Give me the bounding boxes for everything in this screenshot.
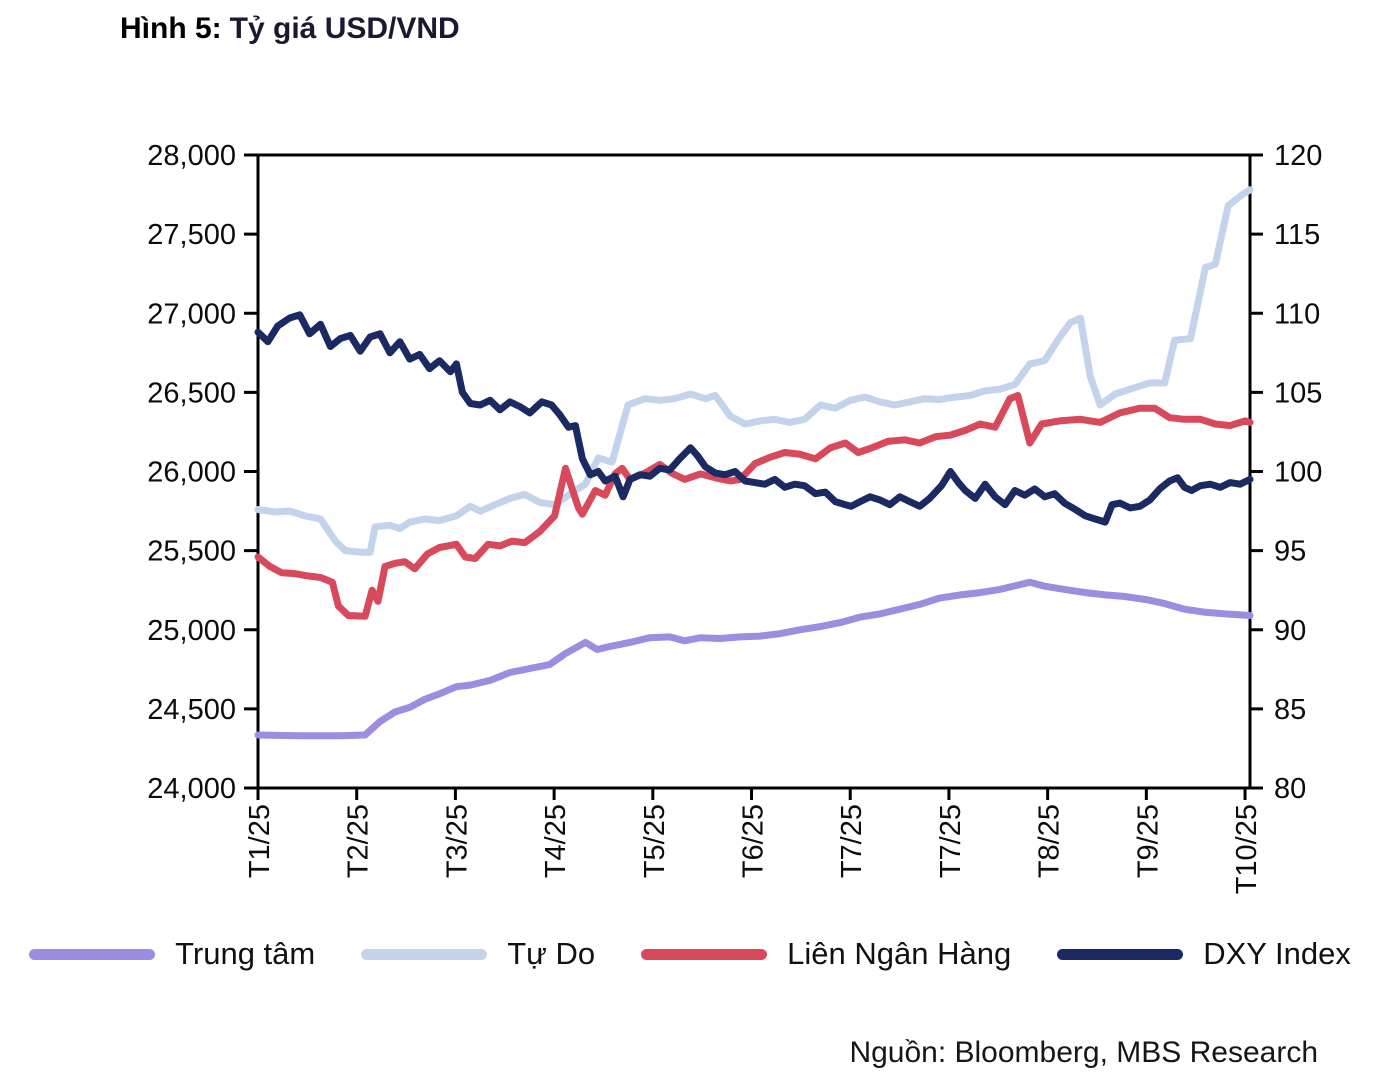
y-left-tick-label: 27,000 [147,298,236,330]
series-line-lien-ngan-hang [254,392,1254,620]
x-tick-label: T10/25 [1231,804,1263,894]
y-left-tick-label: 27,500 [147,219,236,251]
series-line-tu-do [254,186,1254,556]
y-right-tick-label: 90 [1274,615,1306,647]
legend-label: DXY Index [1203,936,1351,971]
x-tick-label: T4/25 [540,804,572,878]
y-right-tick-label: 95 [1274,536,1306,568]
legend-item-lien-ngan-hang: Liên Ngân Hàng [641,936,1011,972]
legend-item-dxy-index: DXY Index [1057,936,1351,972]
trung-tam-line-swatch [29,948,156,960]
y-left-tick-label: 25,500 [147,536,236,568]
x-tick-label: T7/25 [836,804,868,878]
y-right-tick-label: 100 [1274,457,1322,489]
chart-legend: Trung tâm Tự Do Liên Ngân Hàng DXY Index [0,936,1380,972]
figure-number: Hình 5: [120,12,222,45]
legend-label: Liên Ngân Hàng [787,936,1012,971]
y-right-tick-label: 115 [1274,219,1320,251]
x-tick-label: T9/25 [1132,804,1164,878]
x-tick-label: T6/25 [738,804,770,878]
y-right-tick-label: 120 [1274,140,1322,172]
x-tick-label: T8/25 [1034,804,1066,878]
source-note: Nguồn: Bloomberg, MBS Research [849,1036,1318,1069]
legend-item-tu-do: Tự Do [361,936,595,972]
y-right-tick-label: 85 [1274,694,1306,726]
lien-ngan-hang-line-swatch [641,948,768,960]
legend-label: Tự Do [507,936,596,971]
y-left-tick-label: 25,000 [147,615,236,647]
series-line-dxy-index [254,311,1254,526]
y-right-tick-label: 110 [1274,298,1320,330]
x-tick-label: T3/25 [441,804,473,878]
y-right-tick-label: 105 [1274,377,1322,409]
y-right-tick-label: 80 [1274,773,1306,805]
x-tick-label: T5/25 [639,804,671,878]
plot-border [256,153,1252,790]
series-line-trung-tam [254,578,1254,740]
x-tick-label: T1/25 [244,804,276,878]
tu-do-line-swatch [361,948,488,960]
y-left-tick-label: 24,500 [147,694,236,726]
figure-title-text: Tỷ giá USD/VND [229,12,460,45]
y-left-tick-label: 28,000 [147,140,236,172]
figure-title: Hình 5: Tỷ giá USD/VND [120,12,460,46]
legend-label: Trung tâm [175,936,316,971]
dxy-index-line-swatch [1057,948,1184,960]
legend-item-trung-tam: Trung tâm [29,936,315,972]
y-left-tick-label: 24,000 [147,773,236,805]
x-tick-label: T7/25 [935,804,967,878]
x-tick-label: T2/25 [343,804,375,878]
y-left-tick-label: 26,500 [147,377,236,409]
y-left-tick-label: 26,000 [147,457,236,489]
